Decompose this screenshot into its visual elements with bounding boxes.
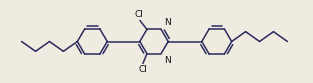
Text: Cl: Cl bbox=[138, 65, 147, 74]
Text: N: N bbox=[164, 18, 171, 27]
Text: Cl: Cl bbox=[135, 10, 143, 19]
Text: N: N bbox=[164, 56, 171, 65]
